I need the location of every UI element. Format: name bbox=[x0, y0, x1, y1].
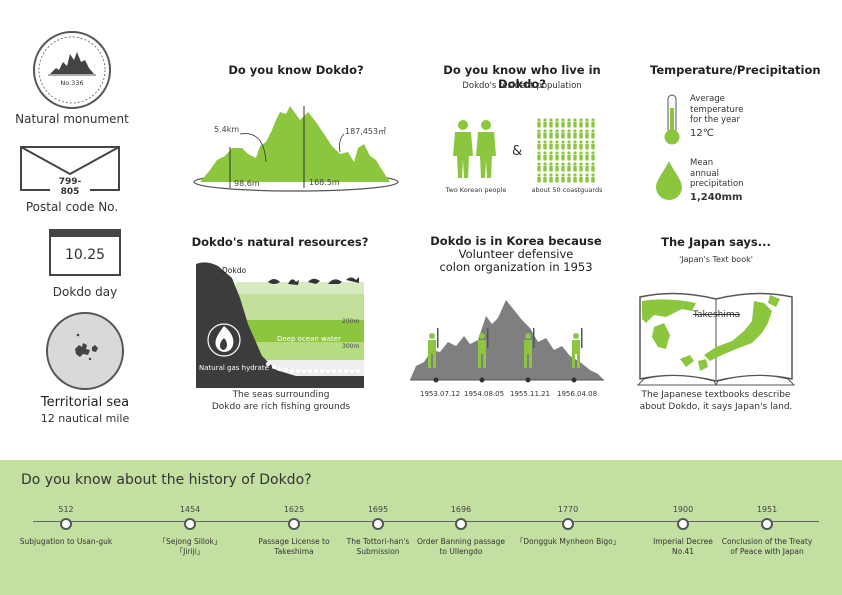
resources-caption: The seas surrounding Dokdo are rich fish… bbox=[186, 389, 376, 413]
territorial-sea-sub: 12 nautical mile bbox=[40, 412, 130, 425]
precip-value: 1,240mm bbox=[690, 191, 743, 203]
raindrop-icon bbox=[655, 160, 683, 200]
event-text: 「Sejong Sillok」「Jiriji」 bbox=[158, 537, 222, 556]
timeline-event: 1951 Conclusion of the Treaty of Peace w… bbox=[712, 505, 822, 557]
temp-text-2: temperature bbox=[690, 104, 744, 115]
climate-title: Temperature/Precipitation bbox=[650, 63, 821, 77]
japan-caption: The Japanese textbooks describe about Do… bbox=[626, 389, 806, 413]
timeline-event: 512 Subjugation to Usan-guk bbox=[11, 505, 121, 547]
history-title: Do you know about the history of Dokdo? bbox=[21, 472, 312, 488]
event-marker bbox=[677, 518, 689, 530]
dokdo-day-label: Dokdo day bbox=[52, 285, 118, 299]
dokdo-area-label: 187,453㎡ bbox=[345, 127, 387, 136]
calendar-icon: 10.25 bbox=[49, 229, 121, 276]
resources-title: Dokdo's natural resources? bbox=[191, 235, 369, 249]
residents-subtitle: Dokdo's resident population bbox=[462, 81, 582, 91]
japan-caption-line-2: about Dokdo, it says Japan's land. bbox=[639, 402, 793, 412]
resources-graphic bbox=[196, 260, 364, 388]
precipitation-caption: Mean annual precipitation 1,240mm bbox=[690, 158, 744, 203]
resources-island-label: Dokdo bbox=[222, 266, 247, 275]
korea-title: Dokdo is in Korea because Volunteer defe… bbox=[416, 235, 616, 274]
event-marker bbox=[562, 518, 574, 530]
envelope-icon: 799-805 bbox=[20, 146, 120, 197]
korea-date-4: 1956.04.08 bbox=[557, 390, 598, 398]
timeline-event: 1625 Passage License to Takeshima bbox=[239, 505, 349, 557]
history-section: Do you know about the history of Dokdo? … bbox=[0, 460, 842, 595]
territorial-sea-map-icon bbox=[45, 311, 125, 391]
east-peak-label: 168.5m bbox=[309, 178, 340, 187]
timeline-event: 1696 Order Banning passage to Ullengdo bbox=[406, 505, 516, 557]
gas-hydrate-label: Natural gas hydrate bbox=[199, 364, 269, 372]
monument-badge: No.336 bbox=[60, 79, 84, 87]
japan-subtitle: 'Japan's Text book' bbox=[679, 255, 753, 264]
resources-caption-line-2: Dokdo are rich fishing grounds bbox=[211, 402, 351, 412]
know-dokdo-title: Do you know Dokdo? bbox=[228, 63, 364, 77]
monument-icon: No.336 bbox=[32, 30, 112, 110]
residents-title: Do you know who live in Dokdo? bbox=[443, 63, 601, 91]
korean-people-label: Two Korean people bbox=[445, 186, 507, 194]
korea-title-line-1: Dokdo is in Korea because bbox=[430, 234, 602, 248]
event-marker bbox=[60, 518, 72, 530]
timeline-event: 1770 「Dongguk Mynheon Bigo」 bbox=[513, 505, 623, 547]
event-year: 1454 bbox=[179, 505, 201, 514]
dokdo-profile-graphic bbox=[190, 100, 410, 195]
temp-text-1: Average bbox=[690, 94, 725, 104]
temperature-caption: Average temperature for the year 12℃ bbox=[690, 94, 743, 139]
depth-200-label: 200m bbox=[342, 318, 360, 325]
postal-code: 799-805 bbox=[50, 177, 90, 197]
postal-label: Postal code No. bbox=[25, 200, 119, 214]
event-marker bbox=[372, 518, 384, 530]
event-marker bbox=[288, 518, 300, 530]
timeline-event: 1900 Imperial Decree No.41 bbox=[628, 505, 738, 557]
timeline-axis bbox=[33, 521, 819, 522]
depth-300-label: 300m bbox=[342, 343, 360, 350]
monument-label: Natural monument bbox=[15, 112, 129, 126]
deep-water-label: Deep ocean water bbox=[276, 335, 341, 343]
event-year: 1770 bbox=[557, 505, 579, 514]
korea-date-1: 1953.07.12 bbox=[420, 390, 461, 398]
event-text: Passage License to Takeshima bbox=[258, 537, 330, 556]
korea-date-2: 1954.08.05 bbox=[464, 390, 505, 398]
event-text: Imperial Decree No.41 bbox=[653, 537, 713, 556]
west-peak-label: 98.6m bbox=[234, 179, 260, 188]
event-text: The Tottori-han's Submission bbox=[346, 537, 410, 556]
event-year: 1696 bbox=[450, 505, 472, 514]
textbook-map-icon bbox=[636, 289, 796, 387]
precip-text-1: Mean bbox=[690, 158, 714, 168]
coastguards-label: about 50 coastguards bbox=[531, 186, 603, 194]
dokdo-height-label: 5.4km bbox=[214, 125, 240, 134]
volunteer-guards-graphic bbox=[410, 296, 604, 386]
takeshima-label: Takeshima bbox=[693, 310, 741, 320]
event-year: 1695 bbox=[367, 505, 389, 514]
ampersand: & bbox=[512, 144, 523, 159]
event-text: Conclusion of the Treaty of Peace with J… bbox=[721, 537, 813, 556]
korean-people-icon bbox=[452, 120, 498, 180]
korea-date-3: 1955.11.21 bbox=[510, 390, 551, 398]
timeline-event: 1695 The Tottori-han's Submission bbox=[323, 505, 433, 557]
japan-title: The Japan says... bbox=[661, 235, 771, 249]
event-year: 1625 bbox=[283, 505, 305, 514]
temp-value: 12℃ bbox=[690, 127, 714, 139]
dokdo-day-date: 10.25 bbox=[64, 247, 106, 263]
timeline-event: 1454 「Sejong Sillok」「Jiriji」 bbox=[135, 505, 245, 557]
precip-text-3: precipitation bbox=[690, 179, 744, 189]
event-marker bbox=[761, 518, 773, 530]
event-marker bbox=[184, 518, 196, 530]
event-year: 1900 bbox=[672, 505, 694, 514]
event-year: 1951 bbox=[756, 505, 778, 514]
temp-text-3: for the year bbox=[690, 115, 741, 125]
territorial-sea-label: Territorial sea bbox=[40, 395, 130, 410]
korea-title-line-3: colon organization in 1953 bbox=[439, 260, 593, 274]
event-marker bbox=[455, 518, 467, 530]
thermometer-icon bbox=[663, 94, 681, 146]
korea-title-line-2: Volunteer defensive bbox=[458, 247, 574, 261]
japan-caption-line-1: The Japanese textbooks describe bbox=[641, 390, 791, 400]
resources-caption-line-1: The seas surrounding bbox=[232, 390, 330, 400]
event-text: Subjugation to Usan-guk bbox=[19, 537, 113, 546]
event-text: 「Dongguk Mynheon Bigo」 bbox=[515, 537, 621, 546]
precip-text-2: annual bbox=[690, 168, 719, 179]
event-year: 512 bbox=[58, 505, 74, 514]
event-text: Order Banning passage to Ullengdo bbox=[416, 537, 506, 556]
coastguards-icon-grid bbox=[536, 118, 598, 184]
